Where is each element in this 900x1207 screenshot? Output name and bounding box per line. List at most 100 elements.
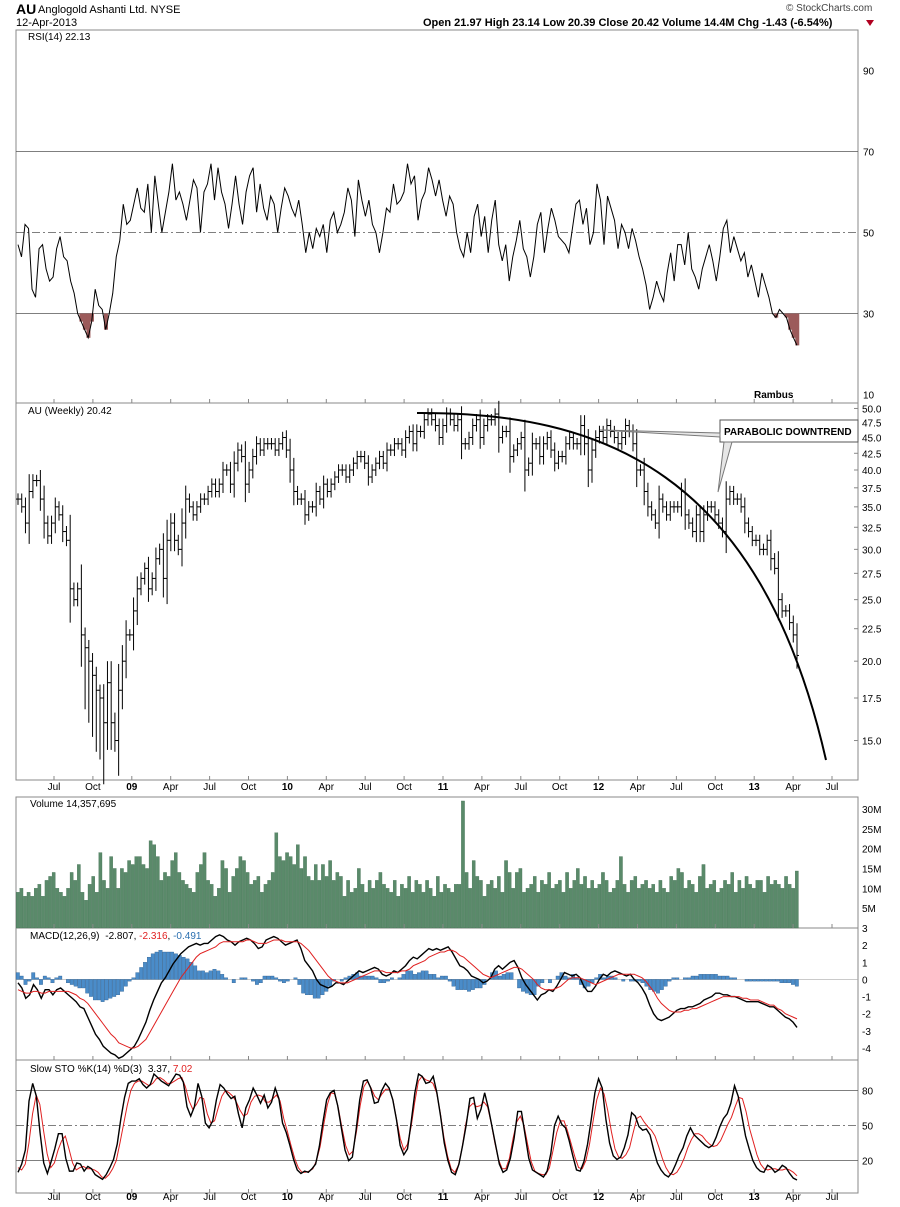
- rsi-oversold-fill: [774, 313, 779, 318]
- volume-bar: [278, 856, 282, 929]
- author-annotation: Rambus: [754, 390, 794, 401]
- volume-bar: [231, 876, 235, 929]
- volume-bar: [245, 872, 250, 929]
- macd-histogram-bar: [389, 977, 394, 980]
- rsi-oversold-fill: [86, 313, 91, 338]
- macd-histogram-bar: [663, 979, 668, 987]
- macd-histogram-bar: [224, 977, 228, 980]
- volume-bar: [73, 880, 78, 929]
- volume-bar: [199, 864, 203, 929]
- macd-histogram-bar: [501, 974, 506, 980]
- volume-bar: [263, 884, 268, 929]
- volume-bar: [87, 884, 92, 929]
- macd-histogram-bar: [787, 979, 791, 984]
- volume-bar: [615, 880, 620, 929]
- bottom-x-tick-label: Oct: [396, 1192, 412, 1203]
- macd-histogram-bar: [563, 975, 568, 980]
- bottom-x-tick-label: 10: [282, 1192, 294, 1203]
- volume-bar: [23, 896, 27, 929]
- macd-histogram-bar: [713, 974, 718, 980]
- volume-y-tick: 5M: [862, 904, 876, 915]
- macd-histogram-bar: [19, 975, 24, 980]
- macd-histogram-bar: [174, 953, 178, 980]
- volume-bar: [130, 864, 135, 929]
- volume-bar: [572, 880, 577, 929]
- volume-bar: [759, 880, 763, 929]
- volume-bar: [170, 860, 174, 929]
- volume-bar: [217, 888, 221, 929]
- price-label: AU (Weekly) 20.42: [28, 406, 112, 417]
- volume-bar: [751, 888, 756, 929]
- macd-histogram-bar: [764, 979, 768, 982]
- macd-histogram-bar: [767, 979, 772, 982]
- volume-bar: [601, 872, 605, 929]
- macd-histogram-bar: [621, 979, 626, 982]
- volume-bar: [324, 876, 329, 929]
- volume-y-tick: 30M: [862, 805, 881, 816]
- volume-bar: [468, 888, 472, 929]
- macd-histogram-bar: [301, 979, 306, 994]
- macd-histogram-bar: [447, 979, 452, 982]
- callout-pointer-down: [717, 441, 733, 493]
- volume-bar: [795, 870, 799, 929]
- price-y-tick: 27.5: [862, 569, 882, 580]
- macd-histogram-bar: [721, 975, 726, 980]
- volume-bar: [784, 876, 788, 929]
- volume-bar: [134, 856, 139, 929]
- volume-bar: [292, 864, 297, 929]
- volume-bar: [252, 880, 257, 929]
- price-y-tick: 40.0: [862, 466, 882, 477]
- macd-histogram-bar: [339, 979, 344, 982]
- bottom-x-tick-label: 13: [749, 1192, 761, 1203]
- macd-hist-value: -0.491: [173, 931, 202, 942]
- macd-histogram-bar: [31, 972, 36, 980]
- volume-bar: [637, 888, 641, 929]
- volume-bar: [141, 864, 146, 929]
- volume-bar: [705, 888, 709, 929]
- macd-histogram-bar: [629, 979, 633, 982]
- volume-bar: [558, 880, 562, 929]
- macd-histogram-bar: [231, 979, 236, 984]
- volume-bar: [507, 872, 512, 929]
- price-y-tick: 37.5: [862, 484, 882, 495]
- volume-bar: [400, 884, 404, 929]
- macd-histogram-bar: [725, 975, 730, 980]
- macd-histogram-bar: [517, 979, 522, 989]
- volume-bar: [188, 888, 192, 929]
- volume-bar: [597, 884, 602, 929]
- axis-ticks: 103050709015.017.520.022.525.027.530.032…: [48, 67, 882, 1204]
- volume-bar: [428, 888, 433, 929]
- volume-bar: [486, 884, 490, 929]
- stochastic-label-name: Slow STO %K(14) %D(3): [30, 1064, 142, 1075]
- macd-histogram-bar: [66, 979, 70, 984]
- volume-bar: [213, 896, 218, 929]
- volume-bar: [145, 868, 149, 929]
- volume-bar: [536, 892, 541, 929]
- volume-bar: [547, 872, 551, 929]
- macd-histogram-bar: [382, 979, 387, 984]
- macd-histogram-bar: [131, 977, 136, 980]
- bottom-x-tick-label: Jul: [203, 1192, 216, 1203]
- volume-bar: [425, 880, 429, 929]
- volume-bar: [227, 892, 232, 929]
- bottom-x-tick-label: Oct: [85, 1192, 101, 1203]
- macd-y-tick: -3: [862, 1027, 871, 1038]
- volume-bar: [80, 892, 85, 929]
- mid-x-tick-label: Jul: [359, 782, 372, 793]
- bottom-x-tick-label: Oct: [241, 1192, 257, 1203]
- macd-histogram-bar: [532, 979, 537, 996]
- macd-plot: [15, 934, 799, 1060]
- volume-bar: [489, 880, 494, 929]
- volume-bar: [66, 888, 70, 929]
- volume-bar: [16, 892, 20, 929]
- volume-bar: [640, 884, 645, 929]
- macd-histogram-bar: [258, 979, 263, 984]
- down-arrow-icon: [866, 20, 874, 26]
- macd-histogram-bar: [39, 979, 43, 985]
- volume-bar: [694, 892, 699, 929]
- volume-bar: [299, 868, 304, 929]
- macd-histogram-bar: [50, 979, 55, 984]
- volume-bar: [112, 868, 117, 929]
- macd-histogram-bar: [586, 979, 591, 987]
